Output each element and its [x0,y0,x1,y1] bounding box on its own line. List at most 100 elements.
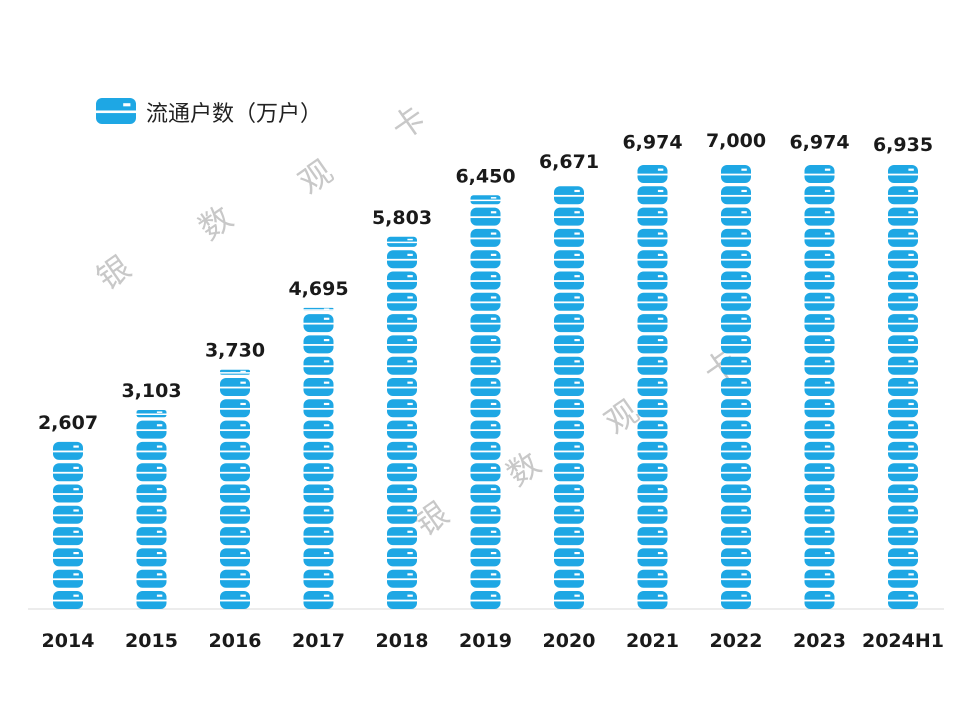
bar-card [888,378,918,396]
bar-card [721,165,751,183]
legend-label: 流通户数（万户） [146,102,322,127]
bar-card [220,420,250,439]
bar-card [470,207,501,226]
bar-card [888,527,918,546]
bar-card [220,463,250,482]
bar-card [387,527,417,546]
bar-card [220,399,250,418]
bar [554,186,584,609]
bar-card [804,548,835,567]
bar-card [554,505,584,524]
bar-card [637,591,668,609]
bar-card [637,420,668,439]
bar-card [637,250,668,269]
bar-card [888,165,918,183]
bar-card [136,420,167,439]
bar-card [888,420,918,439]
bar-card [470,505,501,524]
bar-card [637,207,668,226]
bar-card [554,399,584,418]
bar-card [721,420,751,439]
bar-card [303,463,334,482]
bar-card [303,548,334,567]
bar-card [721,399,751,418]
bar-card [303,378,334,396]
x-tick-label: 2016 [209,630,262,652]
bar-card [804,186,835,205]
bar-card [554,335,584,354]
bar-card [888,356,918,375]
bar-card [387,271,417,290]
bar-card [554,484,584,503]
bar [136,409,167,609]
bar-card [637,186,668,205]
bar-card [220,548,250,567]
bar-card [721,228,751,247]
bar-card [888,463,918,482]
bar-card [804,314,835,333]
bar-card [303,441,334,460]
bar-card [53,463,83,482]
bar-card [804,484,835,503]
bar-card [470,356,501,375]
bar-card [220,441,250,460]
bar-card [387,484,417,503]
bar-card [888,505,918,524]
x-tick-labels: 2014 2015 2016 2017 2018 2019 2020 2021 2022 2023… [42,630,944,652]
watermark-char: 数 [192,198,240,247]
bar-card [220,484,250,503]
bar-card [637,378,668,396]
bar-card [554,314,584,333]
bar-card [888,399,918,418]
bar-card [303,527,334,546]
bar-card [554,271,584,290]
bar-card [888,250,918,269]
bar-card-partial [470,195,501,205]
bar-card [637,292,668,311]
bar-card [804,378,835,396]
data-label: 6,974 [789,132,849,154]
bar-card [53,548,83,567]
bar-card [387,356,417,375]
bar-card [637,505,668,524]
bar-card [470,335,501,354]
bar-card [554,527,584,546]
bar-card [554,569,584,588]
bar-card [470,399,501,418]
bar-card [303,569,334,588]
bar-card [637,569,668,588]
bar [303,307,334,609]
bar-card-partial [136,409,167,418]
x-tick-label: 2021 [626,630,679,652]
bar-card [387,399,417,418]
bar [53,441,83,609]
bar-card [136,463,167,482]
bar-card [721,569,751,588]
bar-card [470,314,501,333]
bar-card [554,186,584,205]
x-tick-label: 2015 [125,630,178,652]
bar [721,165,751,609]
bar-card [220,378,250,396]
bar-card [637,356,668,375]
bar-card [637,165,668,183]
bar-card [136,569,167,588]
x-tick-label: 2019 [459,630,512,652]
bar-card [721,292,751,311]
data-label: 5,803 [372,207,432,229]
data-label: 3,103 [121,380,181,402]
bar-card [804,569,835,588]
bar-card [721,314,751,333]
watermark-char: 数 [500,444,548,493]
bar-card [637,399,668,418]
bar-card [888,569,918,588]
data-label: 4,695 [288,278,348,300]
bar-card [804,399,835,418]
bar-card [721,207,751,226]
bar-card [470,441,501,460]
bar-card [470,591,501,609]
legend: 流通户数（万户） [96,98,322,127]
bar-card [804,441,835,460]
bar-card [721,250,751,269]
bar-card [888,228,918,247]
